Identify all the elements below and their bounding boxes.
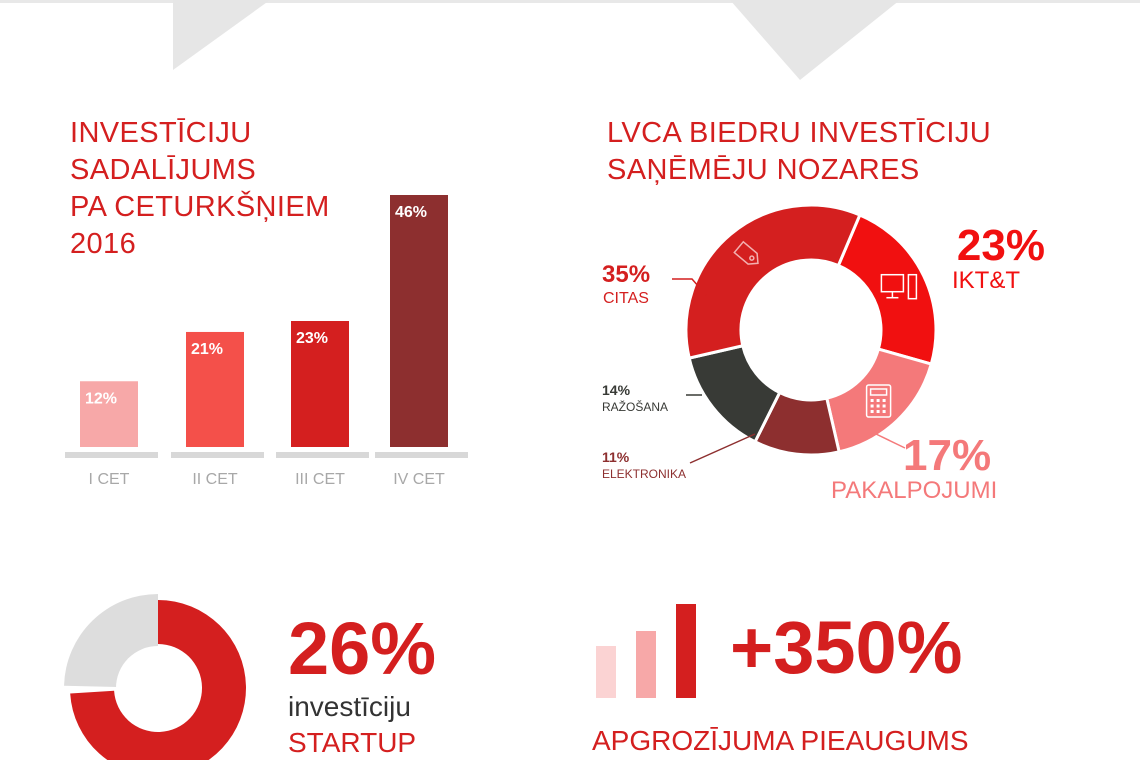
calculator-key bbox=[870, 404, 874, 408]
razosana-name-label: RAŽOŠANA bbox=[602, 399, 668, 414]
sector-slice bbox=[836, 212, 938, 366]
startup-percent-label: 26% bbox=[288, 607, 436, 690]
elektronika-connector bbox=[689, 433, 756, 464]
sector-chart-title: LVCA BIEDRU INVESTĪCIJU SAŅĒMĒJU NOZARES bbox=[607, 115, 991, 189]
quarter-value-label: 21% bbox=[191, 341, 223, 358]
razosana-percent-label: 14% bbox=[602, 382, 631, 398]
quarter-bar bbox=[186, 331, 244, 447]
quarter-axis-label: I CET bbox=[89, 471, 130, 488]
growth-bars-icon bbox=[596, 604, 696, 698]
elektronika-name-label: ELEKTRONIKA bbox=[602, 467, 686, 481]
top-arrow-right bbox=[730, 0, 900, 80]
calculator-key bbox=[876, 410, 880, 413]
pakalpojumi-name-label: PAKALPOJUMI bbox=[831, 477, 997, 504]
computer-tower bbox=[907, 273, 918, 300]
top-arrow-left bbox=[173, 0, 270, 70]
growth-icon-bar bbox=[596, 646, 616, 698]
growth-percent-label: +350% bbox=[730, 606, 962, 689]
quarter-bar bbox=[390, 195, 448, 447]
calculator-key bbox=[870, 410, 874, 413]
growth-icon-bar bbox=[676, 604, 696, 698]
quarter-axis-label: IV CET bbox=[393, 471, 445, 488]
quarter-baseline bbox=[65, 452, 158, 458]
quarter-axis-label: III CET bbox=[295, 471, 345, 488]
ikt-name-label: IKT&T bbox=[952, 267, 1020, 294]
growth-icon-bar bbox=[636, 631, 656, 698]
startup-donut-hole bbox=[116, 646, 200, 730]
calculator-key bbox=[876, 404, 880, 408]
quarter-baseline bbox=[375, 452, 468, 458]
startup-donut-red-part bbox=[70, 600, 246, 760]
calculator-screen bbox=[869, 388, 888, 396]
citas-connector bbox=[672, 278, 707, 296]
quarterly-title-line: PA CETURKŠŅIEM bbox=[70, 191, 330, 223]
calculator-key bbox=[876, 399, 880, 402]
sector-title-line: SAŅĒMĒJU NOZARES bbox=[607, 154, 920, 186]
tag-outline bbox=[733, 240, 759, 265]
quarter-baseline bbox=[276, 452, 369, 458]
calculator-key bbox=[882, 399, 886, 402]
citas-percent-label: 35% bbox=[602, 261, 650, 288]
quarter-baseline bbox=[171, 452, 264, 458]
quarter-bar bbox=[80, 381, 138, 447]
calculator-key bbox=[870, 399, 874, 402]
quarter-value-label: 23% bbox=[296, 330, 328, 347]
quarter-bar bbox=[291, 321, 349, 447]
quarterly-title-line: 2016 bbox=[70, 228, 137, 260]
elektronika-percent-label: 11% bbox=[602, 449, 630, 465]
startup-text-line: STARTUP bbox=[288, 727, 416, 758]
pakalpojumi-percent-label: 17% bbox=[903, 431, 991, 480]
quarter-axis-label: II CET bbox=[192, 471, 238, 488]
quarter-value-label: 46% bbox=[395, 204, 427, 221]
calculator-body bbox=[865, 384, 892, 418]
citas-name-label: CITAS bbox=[603, 290, 649, 307]
quarterly-chart-title: INVESTĪCIJU SADALĪJUMS PA CETURKŠŅIEM 20… bbox=[70, 115, 330, 263]
computer-icon bbox=[880, 273, 918, 300]
calculator-icon bbox=[865, 384, 892, 418]
quarterly-title-line: SADALĪJUMS bbox=[70, 154, 257, 186]
startup-text-line: investīciju bbox=[288, 691, 411, 722]
tag-hole bbox=[749, 255, 755, 261]
growth-caption: APGROZĪJUMA PIEAUGUMS bbox=[592, 725, 969, 756]
calculator-key bbox=[882, 404, 886, 408]
sector-slice bbox=[684, 203, 862, 360]
quarter-value-label: 12% bbox=[85, 390, 117, 407]
top-band bbox=[0, 0, 1140, 3]
calculator-key bbox=[882, 410, 886, 413]
ikt-percent-label: 23% bbox=[957, 221, 1045, 270]
tag-icon bbox=[733, 240, 759, 265]
pakalpojumi-connector bbox=[875, 433, 906, 449]
sector-title-line: LVCA BIEDRU INVESTĪCIJU bbox=[607, 117, 992, 149]
quarterly-title-line: INVESTĪCIJU bbox=[70, 117, 252, 149]
